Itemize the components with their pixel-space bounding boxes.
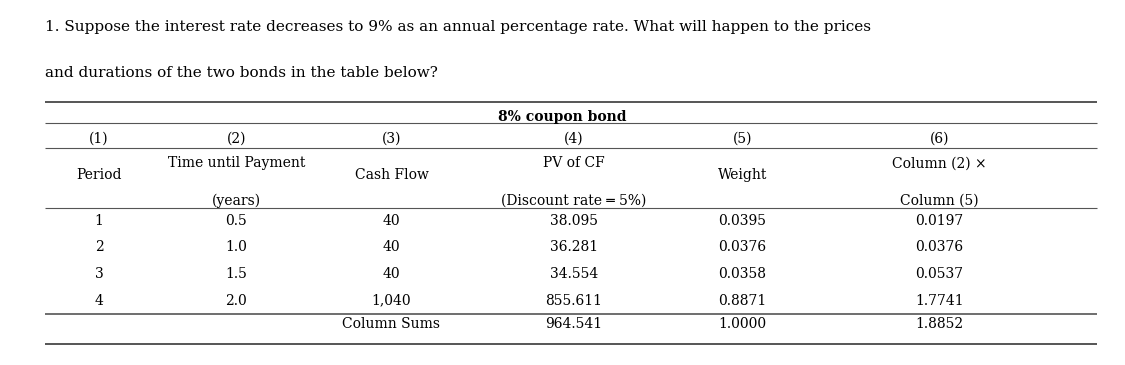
Text: Cash Flow: Cash Flow — [354, 168, 429, 182]
Text: 1. Suppose the interest rate decreases to 9% as an annual percentage rate. What : 1. Suppose the interest rate decreases t… — [45, 20, 871, 34]
Text: Column (2) ×: Column (2) × — [892, 156, 987, 170]
Text: 4: 4 — [94, 294, 104, 308]
Text: (3): (3) — [381, 132, 402, 146]
Text: (6): (6) — [929, 132, 950, 146]
Text: 3: 3 — [94, 267, 104, 281]
Text: 1.8852: 1.8852 — [916, 317, 963, 331]
Text: 0.0197: 0.0197 — [916, 214, 963, 228]
Text: 34.554: 34.554 — [550, 267, 597, 281]
Text: 1.0: 1.0 — [225, 241, 248, 254]
Text: 0.0395: 0.0395 — [719, 214, 766, 228]
Text: 8% coupon bond: 8% coupon bond — [498, 110, 627, 123]
Text: Period: Period — [76, 168, 122, 182]
Text: 40: 40 — [382, 241, 400, 254]
Text: Column (5): Column (5) — [900, 193, 979, 207]
Text: 0.0358: 0.0358 — [719, 267, 766, 281]
Text: Weight: Weight — [718, 168, 767, 182]
Text: (years): (years) — [212, 193, 261, 208]
Text: Column Sums: Column Sums — [342, 317, 441, 331]
Text: 40: 40 — [382, 267, 400, 281]
Text: and durations of the two bonds in the table below?: and durations of the two bonds in the ta… — [45, 66, 438, 80]
Text: (2): (2) — [226, 132, 246, 146]
Text: PV of CF: PV of CF — [543, 156, 604, 170]
Text: 1.0000: 1.0000 — [719, 317, 766, 331]
Text: 1: 1 — [94, 214, 104, 228]
Text: 36.281: 36.281 — [550, 241, 597, 254]
Text: 1.7741: 1.7741 — [915, 294, 964, 308]
Text: Time until Payment: Time until Payment — [168, 156, 305, 170]
Text: 1,040: 1,040 — [371, 294, 412, 308]
Text: (5): (5) — [732, 132, 753, 146]
Text: 1.5: 1.5 — [225, 267, 248, 281]
Text: 0.0376: 0.0376 — [719, 241, 766, 254]
Text: 38.095: 38.095 — [550, 214, 597, 228]
Text: 855.611: 855.611 — [546, 294, 602, 308]
Text: 964.541: 964.541 — [546, 317, 602, 331]
Text: 2: 2 — [94, 241, 104, 254]
Text: 0.0376: 0.0376 — [916, 241, 963, 254]
Text: (1): (1) — [89, 132, 109, 146]
Text: 0.0537: 0.0537 — [916, 267, 963, 281]
Text: 40: 40 — [382, 214, 400, 228]
Text: 0.8871: 0.8871 — [719, 294, 766, 308]
Text: (Discount rate ═ 5%): (Discount rate ═ 5%) — [501, 193, 647, 207]
Text: 2.0: 2.0 — [225, 294, 248, 308]
Text: 0.5: 0.5 — [225, 214, 248, 228]
Text: (4): (4) — [564, 132, 584, 146]
